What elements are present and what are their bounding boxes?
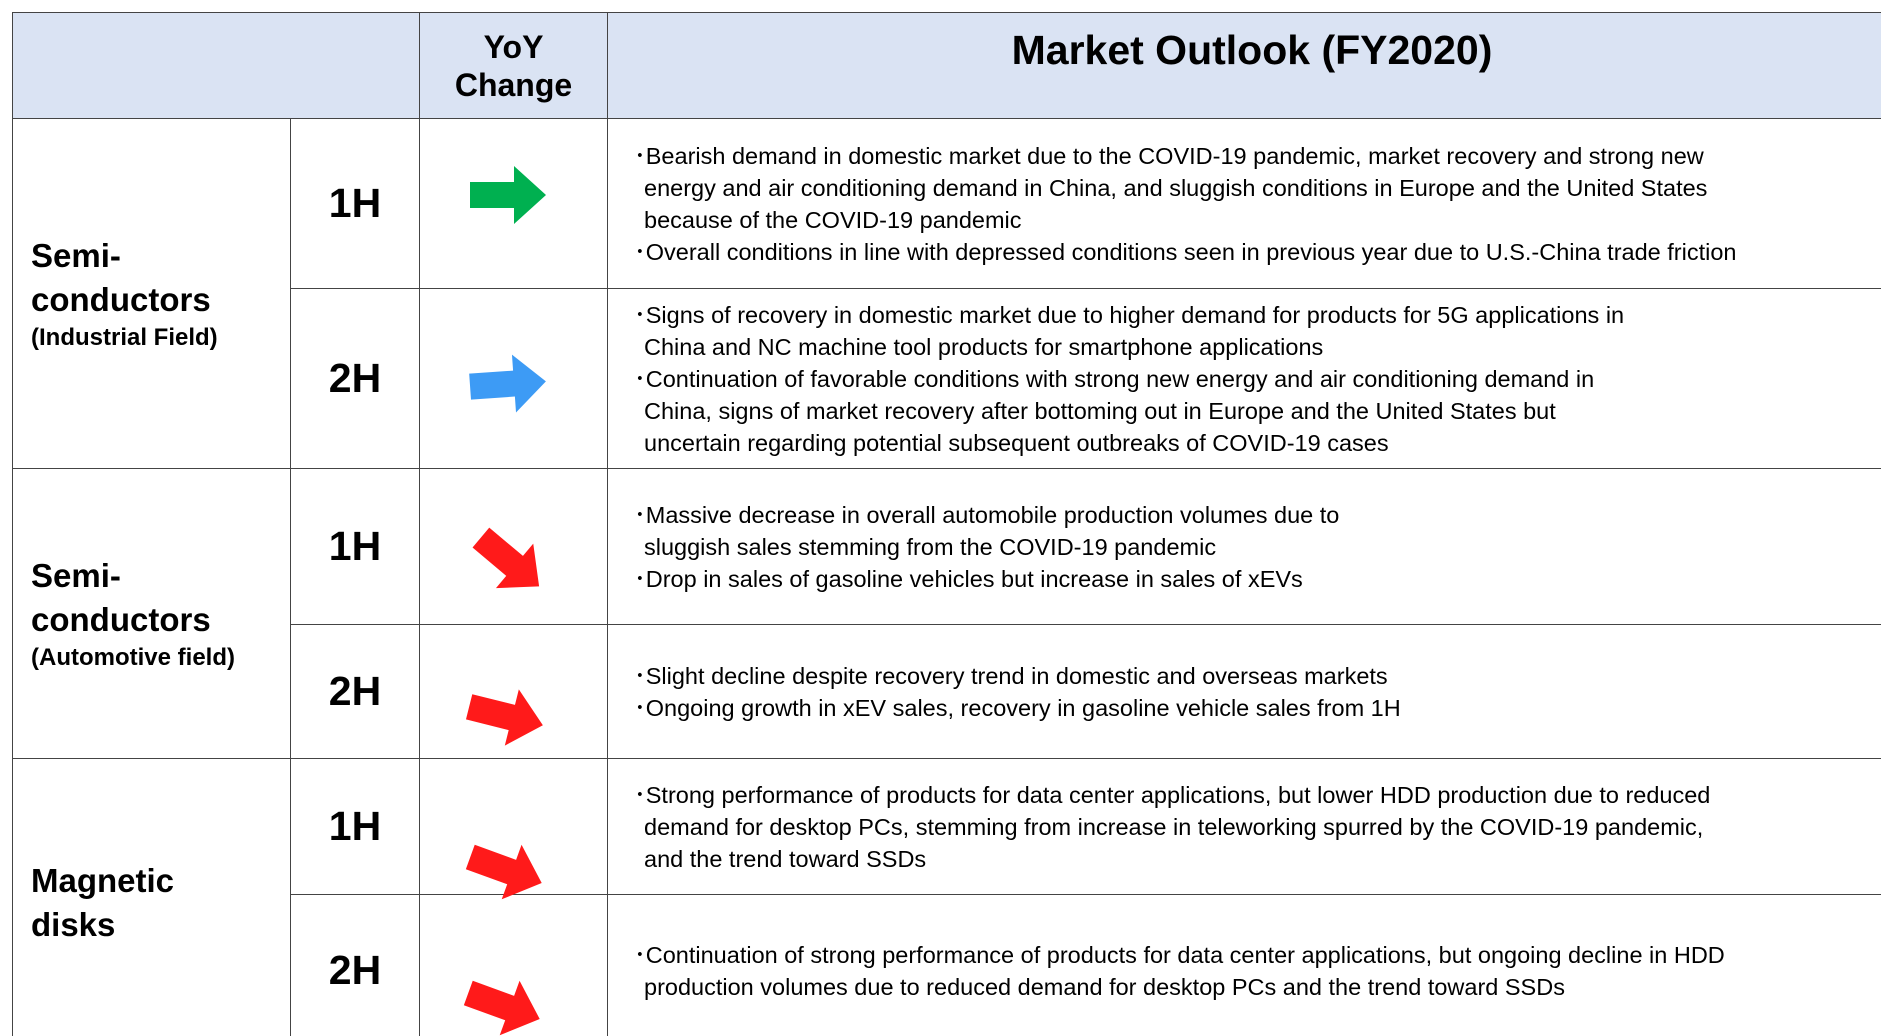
bullet: ･Bearish demand in domestic market due t… xyxy=(634,140,1707,236)
bullet-line: ･Massive decrease in overall automobile … xyxy=(634,501,1340,528)
segment-name-line: Semi- xyxy=(31,556,121,594)
bullet-line: ･Ongoing growth in xEV sales, recovery i… xyxy=(634,694,1401,721)
segment-name-line: Magnetic xyxy=(31,861,175,899)
period: 2H xyxy=(290,288,420,469)
bullet-line: energy and air conditioning demand in Ch… xyxy=(644,174,1708,201)
bullet-line: production volumes due to reduced demand… xyxy=(644,973,1565,1000)
bullet-line: ･Drop in sales of gasoline vehicles but … xyxy=(634,565,1303,592)
segment-name-line: Semi- xyxy=(31,236,121,274)
segment-name-line: conductors xyxy=(31,600,211,638)
bullet-line: ･Slight decline despite recovery trend i… xyxy=(634,662,1388,689)
bullet-line: ･Bearish demand in domestic market due t… xyxy=(634,142,1704,169)
bullet: ･Continuation of strong performance of p… xyxy=(634,939,1725,1003)
outlook-text: ･Continuation of strong performance of p… xyxy=(607,894,1881,1036)
bullet-line: ･Continuation of strong performance of p… xyxy=(634,941,1725,968)
bullet: ･Slight decline despite recovery trend i… xyxy=(634,660,1388,692)
bullet-line: ･Overall conditions in line with depress… xyxy=(634,238,1737,265)
segment-subtitle: (Automotive field) xyxy=(31,643,235,671)
bullet: ･Massive decrease in overall automobile … xyxy=(634,499,1339,563)
segment-name: Magnetic disks xyxy=(12,758,291,1036)
segment-name-line: disks xyxy=(31,905,116,943)
bullet: ･Continuation of favorable conditions wi… xyxy=(634,363,1594,459)
bullet-line: ･Strong performance of products for data… xyxy=(634,781,1711,808)
outlook-text: ･Strong performance of products for data… xyxy=(607,758,1881,895)
segment-name-line: conductors xyxy=(31,280,211,318)
outlook-text: ･Signs of recovery in domestic market du… xyxy=(607,288,1881,469)
bullet: ･Signs of recovery in domestic market du… xyxy=(634,299,1624,363)
bullet-line: because of the COVID-19 pandemic xyxy=(644,206,1022,233)
period: 2H xyxy=(290,894,420,1036)
bullet-line: ･Continuation of favorable conditions wi… xyxy=(634,365,1595,392)
bullet-line: sluggish sales stemming from the COVID-1… xyxy=(644,533,1217,560)
outlook-text: ･Bearish demand in domestic market due t… xyxy=(607,118,1881,289)
segment-name: Semi-conductors (Automotive field) xyxy=(12,468,291,759)
bullet-line: ･Signs of recovery in domestic market du… xyxy=(634,301,1625,328)
bullet: ･Overall conditions in line with depress… xyxy=(634,236,1736,268)
header-yoy: YoY Change xyxy=(419,12,608,119)
bullet: ･Ongoing growth in xEV sales, recovery i… xyxy=(634,692,1401,724)
arrow-flat xyxy=(470,166,546,224)
bullet: ･Drop in sales of gasoline vehicles but … xyxy=(634,563,1303,595)
arrow-slight-down xyxy=(460,829,552,911)
bullet-line: and the trend toward SSDs xyxy=(644,845,927,872)
bullet-line: China and NC machine tool products for s… xyxy=(644,333,1324,360)
bullet-line: China, signs of market recovery after bo… xyxy=(644,397,1556,424)
header-blank xyxy=(12,12,420,119)
arrow-slight-down xyxy=(462,678,550,754)
arrow-slight-down xyxy=(458,965,550,1036)
bullet-line: uncertain regarding potential subsequent… xyxy=(644,429,1389,456)
arrow-down xyxy=(462,515,558,609)
bullet: ･Strong performance of products for data… xyxy=(634,779,1710,875)
segment-name: Semi-conductors (Industrial Field) xyxy=(12,118,291,469)
segment-subtitle: (Industrial Field) xyxy=(31,323,218,351)
header-outlook: Market Outlook (FY2020) xyxy=(607,12,1881,119)
arrow-up xyxy=(468,352,548,416)
bullet-line: demand for desktop PCs, stemming from in… xyxy=(644,813,1704,840)
